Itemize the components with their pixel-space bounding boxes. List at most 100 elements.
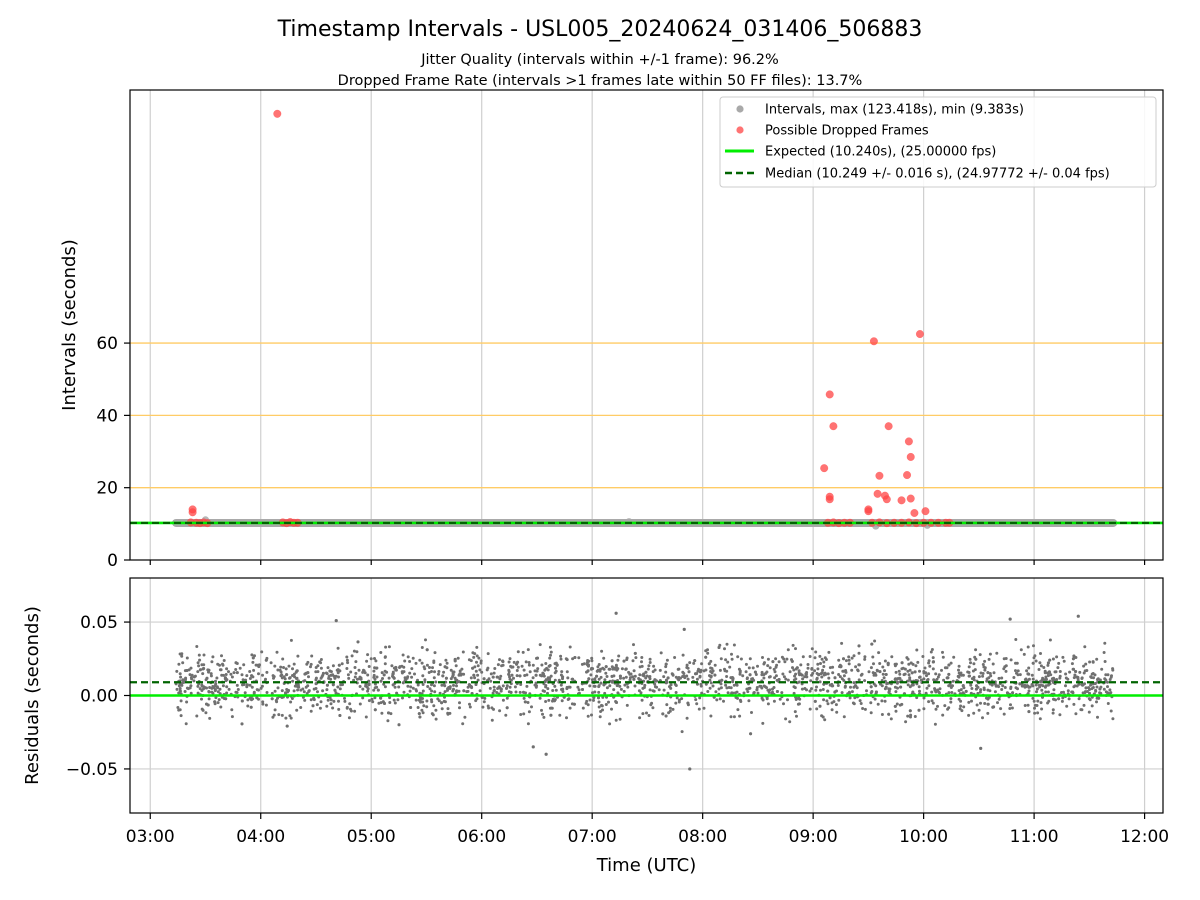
residual-point [931,656,935,660]
residual-point [209,672,213,676]
residual-point [894,709,898,713]
residual-point [566,676,570,680]
residual-point [795,666,799,670]
residual-point [819,672,823,676]
chart-title: Timestamp Intervals - USL005_20240624_03… [277,17,923,42]
residual-point [800,687,804,691]
residual-point [858,699,862,703]
residual-point [988,652,992,656]
residual-point [489,679,493,683]
residual-point [353,675,357,679]
residual-point [425,705,429,709]
residual-point [706,648,709,652]
residual-point [842,674,846,678]
residual-point [372,675,376,679]
dropped-frame-point [903,470,912,480]
residual-point [250,685,254,689]
residual-point [183,678,187,682]
residual-point [833,676,837,680]
intervals-axes: 0 20 40 60 [96,89,1164,571]
residual-point [476,673,480,677]
dropped-frame-point [825,390,834,399]
residual-point [440,701,444,705]
residual-point [581,706,585,710]
residual-point [893,704,897,708]
residual-point [588,698,592,702]
residual-point [544,752,548,756]
residual-point [270,691,274,695]
residual-point [427,671,431,674]
residual-point [597,677,601,681]
residual-point [772,699,776,703]
residual-point [1104,690,1108,694]
residual-point [416,683,420,687]
residual-point [648,688,652,692]
residual-point [863,657,867,661]
residual-point [761,698,765,702]
residual-point [433,651,437,655]
residual-point [895,680,899,684]
residual-point [645,674,649,678]
residual-point [554,666,557,670]
dropped-frame-point [875,471,884,480]
residual-point [844,659,848,663]
residual-point [338,669,342,673]
residual-point [314,687,318,690]
residual-point [904,720,908,724]
residual-point [692,661,696,665]
residual-point [653,678,657,682]
residual-point [900,702,904,706]
residual-point [421,683,425,686]
residual-point [577,688,581,692]
residual-point [466,689,470,693]
residual-point [738,714,742,718]
residual-point [474,669,478,673]
residual-point [873,697,877,701]
residual-point [1039,664,1043,668]
residual-point [491,691,495,695]
residual-point [411,656,415,660]
residual-point [559,654,563,658]
dropped-frame-point [915,329,924,339]
residual-point [897,669,901,673]
residual-point [511,665,515,669]
residual-point [967,674,971,678]
residual-point [967,713,971,717]
residual-point [831,665,835,669]
legend: Intervals, max (123.418s), min (9.383s) … [719,96,1157,188]
residual-point [324,671,328,675]
residual-point [774,674,778,678]
residual-point [648,661,652,664]
residual-point [356,640,360,644]
residual-point [951,679,955,683]
residual-point [229,672,233,676]
residual-point [345,658,349,662]
residual-point [480,670,484,674]
residual-point [625,658,629,662]
residual-point [546,668,550,672]
residual-point [773,670,777,674]
residual-point [988,689,992,693]
residual-point [979,701,982,705]
residual-point [593,684,597,688]
dropped-frame-point [906,452,915,462]
residual-point [314,670,318,674]
residual-point [225,667,229,671]
residual-point [354,660,358,664]
residual-point [641,712,645,716]
residual-point [234,668,238,671]
residual-point [936,688,940,692]
residual-point [436,697,440,701]
residual-point [401,696,404,700]
residual-point [780,691,784,695]
residual-point [519,713,523,716]
residual-point [907,673,911,677]
residual-point [1052,688,1056,692]
residual-point [927,672,931,676]
residual-point [200,697,203,701]
residual-point [867,670,871,674]
residual-point [687,670,691,674]
residual-point [763,685,767,689]
residual-point [748,686,752,690]
residual-point [640,664,644,668]
